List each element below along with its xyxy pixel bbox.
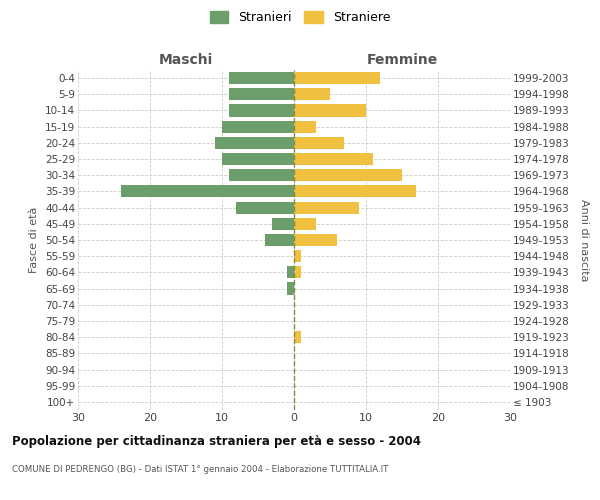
Bar [294,234,337,246]
Bar [222,120,294,132]
Bar [294,153,373,165]
Bar [294,186,416,198]
Bar [272,218,294,230]
Bar [294,104,366,117]
Y-axis label: Anni di nascita: Anni di nascita [579,198,589,281]
Bar [229,72,294,84]
Legend: Stranieri, Straniere: Stranieri, Straniere [205,6,395,29]
Bar [229,104,294,117]
Bar [265,234,294,246]
Bar [294,120,316,132]
Bar [294,250,301,262]
Bar [287,282,294,294]
Bar [222,153,294,165]
Bar [294,202,359,213]
Text: Maschi: Maschi [159,54,213,68]
Bar [215,137,294,149]
Bar [294,266,301,278]
Text: Popolazione per cittadinanza straniera per età e sesso - 2004: Popolazione per cittadinanza straniera p… [12,435,421,448]
Bar [294,88,330,101]
Y-axis label: Fasce di età: Fasce di età [29,207,40,273]
Text: Femmine: Femmine [367,54,437,68]
Bar [294,72,380,84]
Bar [294,169,402,181]
Bar [229,88,294,101]
Bar [294,218,316,230]
Bar [287,266,294,278]
Bar [294,331,301,343]
Bar [236,202,294,213]
Text: COMUNE DI PEDRENGO (BG) - Dati ISTAT 1° gennaio 2004 - Elaborazione TUTTITALIA.I: COMUNE DI PEDRENGO (BG) - Dati ISTAT 1° … [12,465,388,474]
Bar [294,137,344,149]
Bar [229,169,294,181]
Bar [121,186,294,198]
